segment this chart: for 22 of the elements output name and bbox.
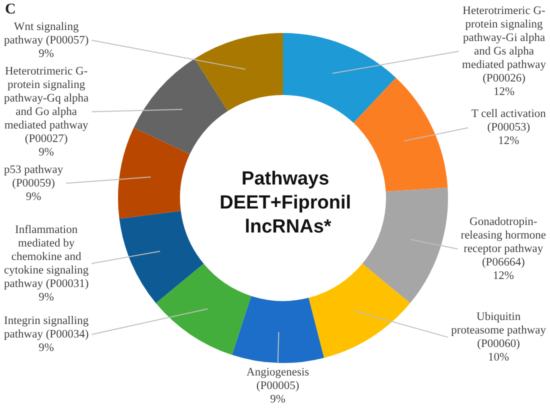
data-label: 9% [26,190,42,203]
slice-label: Angiogenesis (P00005) [246,366,310,392]
slice-label: Integrin signalling pathway (P00034) [4,314,89,340]
slice-label: Gonadotropin-releasing hormone receptor pathway (P06664) [460,216,546,268]
data-label: 9% [270,393,286,406]
slice-label: Heterotrimeric G-protein signaling pathway-Gq alpha and Go alpha mediated pathway (P00027) [4,65,89,145]
slice-label: Wnt signaling pathway (P00057) [4,20,89,46]
slice-label: Inflammation mediated by chemokine and cytokine signaling pathway (P00031) [4,224,89,290]
slice-label: T cell activation (P00053) [471,108,546,134]
data-label: 12% [498,135,520,148]
data-label: 10% [488,352,510,364]
data-label: 12% [493,86,515,98]
slice-label: p53 pathway (P00059) [4,164,64,190]
text: Pathways DEET+Fipronil lncRNAs* [220,168,356,238]
data-label: 12% [492,270,514,282]
text: C [5,2,16,18]
data-label: 9% [38,48,54,60]
slice-label: Heterotrimeric G-protein signaling pathway-Gi alpha and Gs alpha mediated pathway (P00026) [462,4,546,84]
slice-label: Ubiquitin proteasome pathway (P00060) [451,311,546,350]
data-label: 9% [38,291,54,304]
data-label: 9% [38,342,54,354]
data-label: 9% [38,146,54,158]
